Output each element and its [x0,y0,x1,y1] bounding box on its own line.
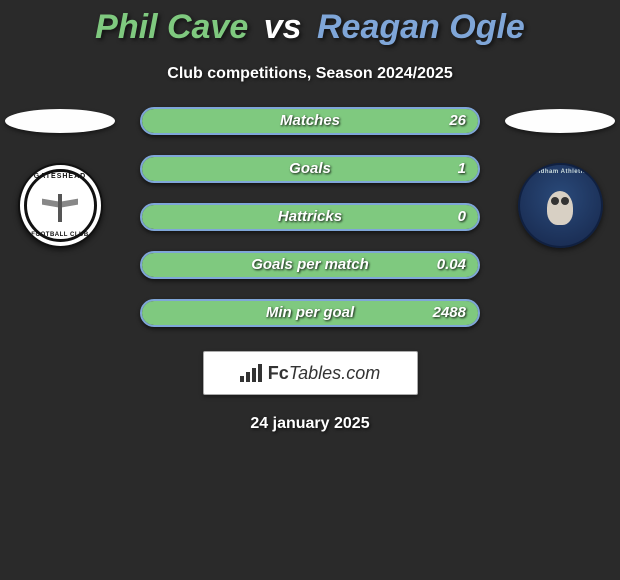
player1-name: Phil Cave [95,8,248,46]
stat-bar-goals: Goals 1 [140,155,480,183]
bar-value: 0.04 [437,253,466,277]
player2-avatar [505,109,615,133]
bar-value: 0 [458,205,466,229]
logo-text-top: GATESHEAD [20,173,101,180]
bar-value: 1 [458,157,466,181]
player2-name: Reagan Ogle [317,8,525,46]
stat-bar-hattricks: Hattricks 0 [140,203,480,231]
player2-club-logo: Oldham Athletic [518,163,603,248]
watermark-text: FcTables.com [268,363,380,384]
right-player-column: Oldham Athletic [505,107,615,248]
stat-bar-matches: Matches 26 [140,107,480,135]
logo-text-bottom: FOOTBALL CLUB [20,232,101,238]
left-player-column: GATESHEAD FOOTBALL CLUB [5,107,115,248]
subtitle: Club competitions, Season 2024/2025 [167,65,452,83]
player1-club-logo: GATESHEAD FOOTBALL CLUB [18,163,103,248]
bar-chart-icon [240,364,262,382]
stat-bar-min-per-goal: Min per goal 2488 [140,299,480,327]
watermark-prefix: Fc [268,363,289,383]
bar-value: 2488 [433,301,466,325]
bar-label: Goals [142,157,478,181]
page-title: Phil Cave vs Reagan Ogle [95,8,525,47]
watermark: FcTables.com [203,351,418,395]
logo-text-top: Oldham Athletic [520,169,601,175]
bar-label: Matches [142,109,478,133]
date-label: 24 january 2025 [250,415,369,433]
stat-bars: Matches 26 Goals 1 Hattricks 0 Goals per… [140,107,480,327]
watermark-suffix: Tables.com [289,363,380,383]
angel-icon [40,186,80,226]
bar-label: Hattricks [142,205,478,229]
bar-value: 26 [449,109,466,133]
bar-label: Min per goal [142,301,478,325]
bar-label: Goals per match [142,253,478,277]
stat-bar-goals-per-match: Goals per match 0.04 [140,251,480,279]
player1-avatar [5,109,115,133]
main-area: GATESHEAD FOOTBALL CLUB Oldham Athletic … [0,107,620,327]
owl-icon [535,181,585,231]
comparison-infographic: Phil Cave vs Reagan Ogle Club competitio… [0,0,620,580]
vs-label: vs [264,8,302,46]
